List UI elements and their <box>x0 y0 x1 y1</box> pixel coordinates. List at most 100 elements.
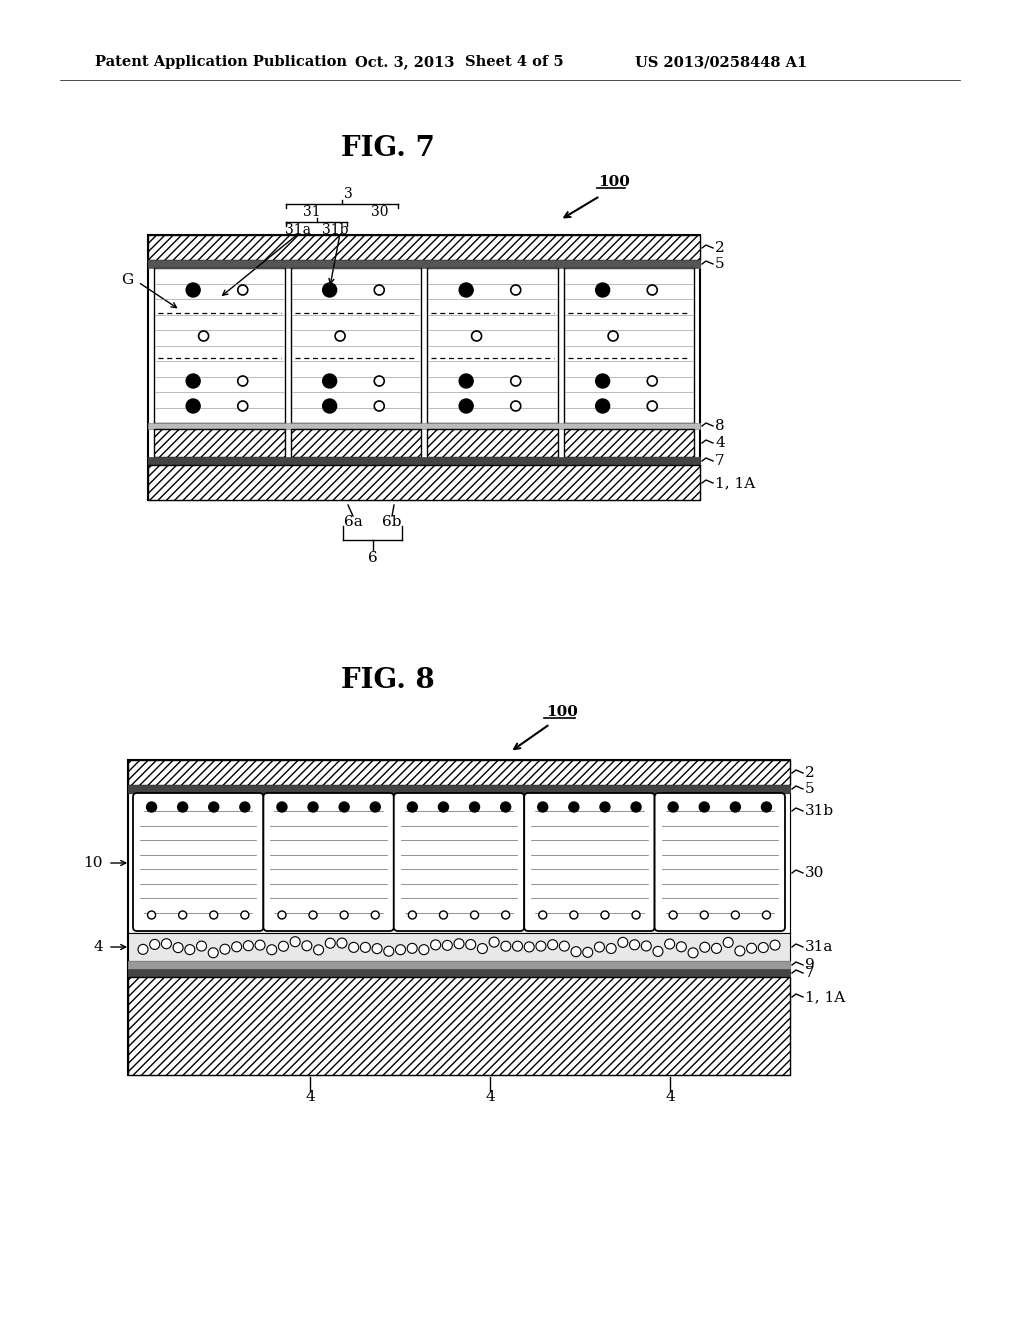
Circle shape <box>762 803 771 812</box>
Text: 8: 8 <box>715 418 725 433</box>
Circle shape <box>641 941 651 950</box>
Circle shape <box>173 942 183 953</box>
Text: 2: 2 <box>805 766 815 780</box>
Circle shape <box>601 911 609 919</box>
Text: 31b: 31b <box>805 804 835 818</box>
Text: 4: 4 <box>93 940 103 954</box>
FancyBboxPatch shape <box>654 793 785 931</box>
Circle shape <box>442 940 453 950</box>
Circle shape <box>513 941 522 952</box>
Text: 6: 6 <box>368 550 378 565</box>
Bar <box>427 429 557 457</box>
Circle shape <box>631 803 641 812</box>
Circle shape <box>723 937 733 948</box>
Circle shape <box>186 399 200 413</box>
Bar <box>128 933 790 961</box>
Circle shape <box>186 282 200 297</box>
Bar <box>291 429 421 457</box>
Circle shape <box>454 939 464 949</box>
Circle shape <box>220 944 230 954</box>
Circle shape <box>501 941 511 952</box>
Circle shape <box>511 401 521 411</box>
Circle shape <box>472 331 481 341</box>
Text: 6b: 6b <box>382 515 401 529</box>
Circle shape <box>278 911 286 919</box>
Bar <box>128 760 790 1074</box>
Text: FIG. 8: FIG. 8 <box>341 667 435 693</box>
Circle shape <box>466 940 476 949</box>
Circle shape <box>323 399 337 413</box>
Circle shape <box>186 374 200 388</box>
Bar <box>148 260 700 268</box>
FancyBboxPatch shape <box>263 793 394 931</box>
Circle shape <box>600 803 610 812</box>
Circle shape <box>238 376 248 385</box>
Text: 31b: 31b <box>322 223 348 238</box>
Bar <box>128 760 790 785</box>
Circle shape <box>308 803 318 812</box>
FancyBboxPatch shape <box>394 793 524 931</box>
Circle shape <box>323 282 337 297</box>
Bar <box>148 465 700 500</box>
Bar <box>291 268 421 422</box>
Circle shape <box>313 945 324 954</box>
Bar <box>148 422 700 429</box>
Circle shape <box>238 401 248 411</box>
FancyBboxPatch shape <box>524 793 654 931</box>
Circle shape <box>569 911 578 919</box>
Bar <box>128 793 790 933</box>
Circle shape <box>302 941 312 950</box>
Circle shape <box>147 911 156 919</box>
Bar <box>128 977 790 1074</box>
Circle shape <box>146 803 157 812</box>
Text: 100: 100 <box>598 176 630 189</box>
Circle shape <box>384 946 394 956</box>
Circle shape <box>150 940 160 949</box>
Circle shape <box>408 944 417 953</box>
Circle shape <box>559 941 569 952</box>
Text: 7: 7 <box>715 454 725 469</box>
Circle shape <box>699 803 710 812</box>
Circle shape <box>653 946 663 957</box>
Circle shape <box>255 940 265 950</box>
Text: 1, 1A: 1, 1A <box>805 990 845 1005</box>
Text: 100: 100 <box>546 705 578 719</box>
Circle shape <box>339 803 349 812</box>
Circle shape <box>583 948 593 957</box>
Bar <box>128 969 790 977</box>
Circle shape <box>266 945 276 954</box>
Text: Oct. 3, 2013: Oct. 3, 2013 <box>355 55 455 69</box>
Bar <box>154 268 285 422</box>
Circle shape <box>548 940 558 950</box>
Circle shape <box>238 285 248 294</box>
Circle shape <box>409 911 417 919</box>
Text: 3: 3 <box>344 187 352 201</box>
Text: 30: 30 <box>372 205 389 219</box>
Circle shape <box>348 942 358 952</box>
Circle shape <box>595 942 604 952</box>
Circle shape <box>647 401 657 411</box>
Circle shape <box>669 911 677 919</box>
Circle shape <box>763 911 770 919</box>
Circle shape <box>309 911 317 919</box>
Bar <box>148 457 700 465</box>
Circle shape <box>536 941 546 952</box>
Circle shape <box>712 944 722 953</box>
Circle shape <box>438 803 449 812</box>
Circle shape <box>459 374 473 388</box>
Circle shape <box>596 399 609 413</box>
Circle shape <box>511 285 521 294</box>
Text: 5: 5 <box>805 781 815 796</box>
Text: US 2013/0258448 A1: US 2013/0258448 A1 <box>635 55 807 69</box>
Circle shape <box>571 946 581 957</box>
Text: 6a: 6a <box>344 515 362 529</box>
Circle shape <box>162 939 171 949</box>
Bar <box>427 268 557 422</box>
Bar <box>563 429 694 457</box>
Circle shape <box>138 944 148 954</box>
Circle shape <box>210 911 218 919</box>
Circle shape <box>276 803 287 812</box>
Circle shape <box>199 331 209 341</box>
Circle shape <box>360 942 371 953</box>
Circle shape <box>208 948 218 958</box>
